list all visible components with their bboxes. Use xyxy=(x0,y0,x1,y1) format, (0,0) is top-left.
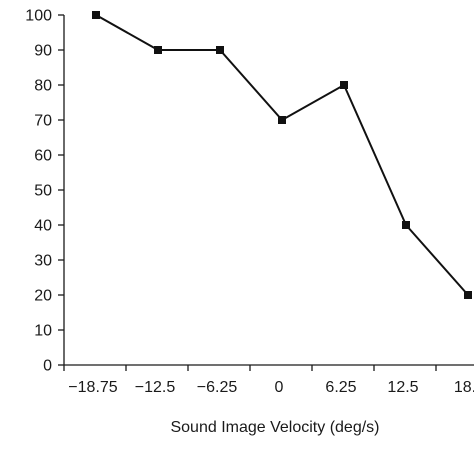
series-group xyxy=(92,11,472,299)
data-point xyxy=(402,221,410,229)
y-tick-label: 50 xyxy=(34,183,52,200)
y-tick-label: 70 xyxy=(34,113,52,130)
y-tick-label: 30 xyxy=(34,253,52,270)
data-point xyxy=(216,46,224,54)
data-point xyxy=(464,291,472,299)
y-tick-label: 60 xyxy=(34,148,52,165)
data-point xyxy=(278,116,286,124)
x-tick-label: 12.5 xyxy=(387,379,418,396)
y-tick-label: 40 xyxy=(34,218,52,235)
x-axis: −18.75 −12.5 −6.25 0 6.25 12.5 18. xyxy=(63,364,474,396)
y-tick-label: 90 xyxy=(34,43,52,60)
series-line xyxy=(95,14,469,296)
y-tick-label: 20 xyxy=(34,288,52,305)
x-tick-label: −12.5 xyxy=(135,379,176,396)
y-tick-label: 80 xyxy=(34,78,52,95)
y-tick-label: 100 xyxy=(25,8,52,25)
data-point xyxy=(92,11,100,19)
x-tick-label: 6.25 xyxy=(325,379,356,396)
x-tick-label: −6.25 xyxy=(197,379,238,396)
y-axis: 0 10 20 30 40 50 60 70 80 90 100 xyxy=(25,8,65,375)
y-tick-label: 10 xyxy=(34,323,52,340)
data-point xyxy=(154,46,162,54)
x-axis-title: Sound Image Velocity (deg/s) xyxy=(170,419,379,436)
x-tick-label: 18. xyxy=(454,379,474,396)
x-tick-label: −18.75 xyxy=(68,379,117,396)
x-tick-label: 0 xyxy=(275,379,284,396)
data-point xyxy=(340,81,348,89)
y-tick-label: 0 xyxy=(43,358,52,375)
